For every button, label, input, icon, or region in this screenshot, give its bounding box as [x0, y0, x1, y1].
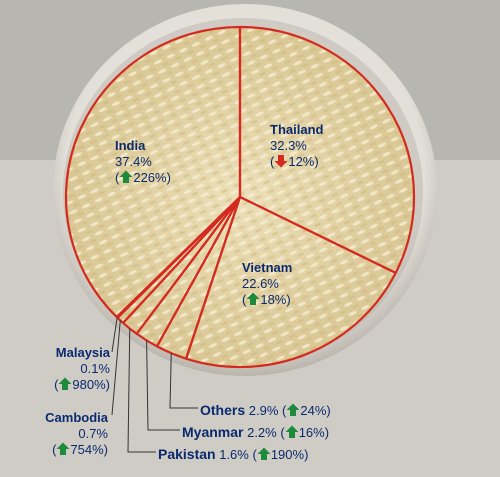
malaysia-change: 980%: [72, 377, 106, 392]
india-name: India: [115, 138, 146, 153]
label-vietnam: Vietnam 22.6% (18%): [242, 260, 293, 307]
green-up-arrow-icon: [257, 447, 271, 461]
malaysia-share: 0.1%: [80, 361, 110, 376]
label-others: Others 2.9% (24%): [200, 402, 331, 418]
others-share: 2.9%: [248, 403, 279, 418]
red-down-arrow-icon: [274, 154, 288, 168]
india-change: 226%: [133, 170, 167, 185]
thailand-name: Thailand: [270, 122, 324, 137]
pakistan-share: 1.6%: [219, 447, 249, 462]
slice-india: [64, 25, 242, 319]
leader-pakistan: [127, 328, 156, 453]
malaysia-name: Malaysia: [55, 345, 110, 360]
india-share: 37.4%: [115, 154, 152, 169]
label-malaysia: Malaysia 0.1% (980%): [30, 345, 110, 393]
leader-others: [169, 353, 198, 409]
cambodia-name: Cambodia: [45, 410, 108, 425]
green-up-arrow-icon: [58, 377, 72, 391]
green-up-arrow-icon: [56, 442, 70, 456]
cambodia-change: 754%: [70, 442, 104, 457]
slice-vietnam: [185, 195, 397, 369]
others-name: Others: [200, 402, 246, 418]
green-up-arrow-icon: [286, 403, 300, 417]
label-thailand: Thailand 32.3% (12%): [270, 122, 324, 169]
vietnam-share: 22.6%: [242, 276, 279, 291]
label-cambodia: Cambodia 0.7% (754%): [22, 410, 108, 458]
vietnam-change: 18%: [260, 292, 287, 307]
myanmar-name: Myanmar: [182, 424, 244, 440]
green-up-arrow-icon: [119, 170, 133, 184]
label-india: India 37.4% (226%): [115, 138, 171, 185]
leader-cambodia: [111, 320, 121, 416]
leader-malaysia: [111, 317, 118, 353]
pakistan-name: Pakistan: [158, 446, 216, 462]
thailand-change: 12%: [288, 154, 315, 169]
cambodia-share: 0.7%: [78, 426, 108, 441]
green-up-arrow-icon: [285, 425, 299, 439]
vietnam-name: Vietnam: [242, 260, 293, 275]
thailand-share: 32.3%: [270, 138, 307, 153]
leader-lines: [111, 317, 198, 453]
pakistan-change: 190%: [270, 447, 305, 462]
pie-slices: [64, 25, 416, 369]
label-myanmar: Myanmar 2.2% (16%): [182, 424, 330, 440]
leader-myanmar: [146, 340, 180, 431]
slice-thailand: [238, 25, 416, 274]
others-change: 24%: [300, 403, 327, 418]
green-up-arrow-icon: [246, 292, 260, 306]
myanmar-share: 2.2%: [247, 425, 277, 440]
myanmar-change: 16%: [298, 425, 325, 440]
label-pakistan: Pakistan 1.6% (190%): [158, 446, 309, 462]
